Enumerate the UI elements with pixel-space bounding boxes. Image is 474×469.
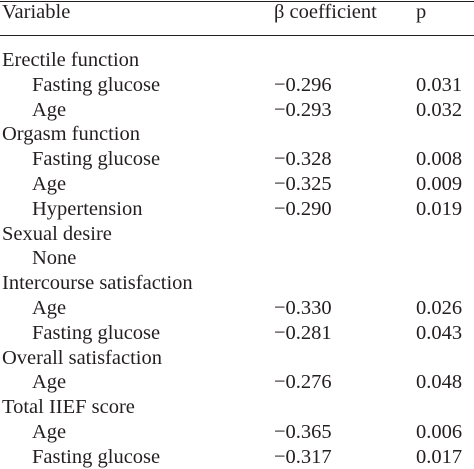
p-value: 0.017 bbox=[416, 445, 463, 468]
beta-value: −0.296 bbox=[274, 73, 332, 96]
table-top-rule bbox=[0, 1, 474, 2]
table-row-label: Age bbox=[32, 173, 67, 195]
table-group-row-label: Erectile function bbox=[2, 49, 140, 71]
beta-value: −0.325 bbox=[274, 173, 332, 195]
p-value: 0.032 bbox=[416, 98, 463, 121]
table-row-label: None bbox=[32, 247, 77, 270]
beta-value: −0.290 bbox=[274, 197, 332, 220]
p-value: 0.006 bbox=[416, 421, 463, 443]
p-value: 0.008 bbox=[416, 148, 463, 171]
table-group-row-label: Orgasm function bbox=[2, 123, 140, 146]
table-group-row-label: Intercourse satisfaction bbox=[2, 272, 193, 295]
beta-value: −0.293 bbox=[274, 98, 332, 121]
p-value: 0.048 bbox=[416, 371, 463, 394]
beta-value: −0.328 bbox=[274, 148, 332, 171]
table-group-row-label: Sexual desire bbox=[2, 222, 112, 245]
beta-value: −0.365 bbox=[274, 421, 332, 443]
header-rule bbox=[0, 35, 474, 36]
header-beta-coefficient: β coefficient bbox=[274, 1, 377, 23]
table-row-label: Age bbox=[32, 98, 67, 121]
p-value: 0.009 bbox=[416, 173, 463, 195]
table-row-label: Age bbox=[32, 297, 67, 319]
table-row-label: Hypertension bbox=[32, 197, 143, 220]
table-row-label: Fasting glucose bbox=[32, 73, 161, 96]
table-group-row-label: Total IIEF score bbox=[2, 396, 135, 419]
table-row-label: Fasting glucose bbox=[32, 445, 161, 468]
p-value: 0.043 bbox=[416, 321, 463, 344]
p-value: 0.026 bbox=[416, 297, 463, 319]
header-p-value: p bbox=[416, 1, 427, 23]
table-group-row-label: Overall satisfaction bbox=[2, 346, 162, 369]
header-variable: Variable bbox=[2, 1, 71, 23]
beta-value: −0.317 bbox=[274, 445, 332, 468]
p-value: 0.019 bbox=[416, 197, 463, 220]
table-row-label: Age bbox=[32, 371, 67, 394]
beta-value: −0.281 bbox=[274, 321, 332, 344]
beta-value: −0.330 bbox=[274, 297, 332, 319]
table-row-label: Fasting glucose bbox=[32, 148, 161, 171]
beta-value: −0.276 bbox=[274, 371, 332, 394]
table-row-label: Age bbox=[32, 421, 67, 443]
table-row-label: Fasting glucose bbox=[32, 321, 161, 344]
p-value: 0.031 bbox=[416, 73, 463, 96]
